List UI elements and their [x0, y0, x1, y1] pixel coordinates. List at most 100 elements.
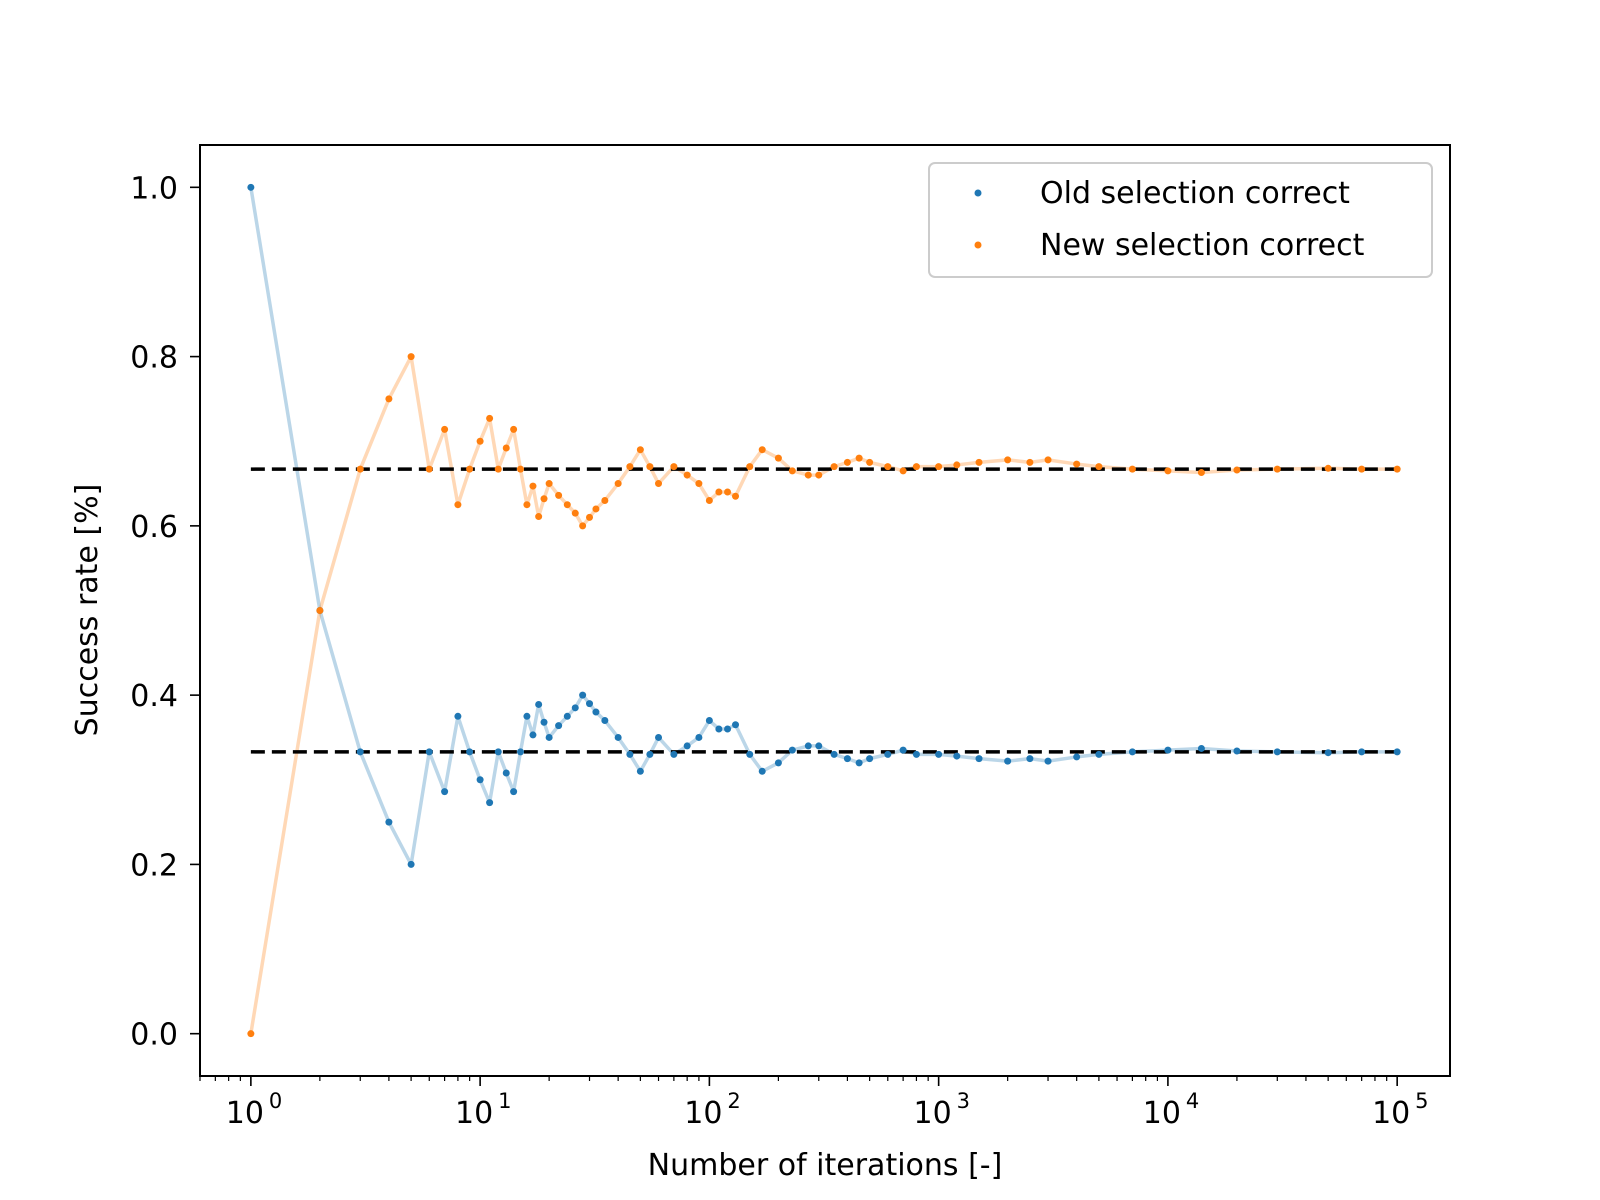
data-point — [788, 746, 796, 754]
data-point — [843, 458, 851, 466]
data-point — [732, 721, 740, 729]
data-point — [1044, 757, 1052, 765]
data-point — [466, 748, 474, 756]
data-point — [695, 733, 703, 741]
legend-marker-new — [974, 241, 982, 249]
x-tick-label: 10 — [914, 1096, 952, 1131]
data-point — [815, 471, 823, 479]
data-point — [866, 458, 874, 466]
data-point — [746, 463, 754, 471]
data-point — [1128, 465, 1136, 473]
data-point — [601, 717, 609, 725]
data-point — [724, 725, 732, 733]
data-point — [1164, 746, 1172, 754]
y-tick-label: 0.0 — [130, 1018, 178, 1053]
data-point — [788, 467, 796, 475]
data-point — [385, 818, 393, 826]
data-point — [1095, 750, 1103, 758]
series-lines — [249, 187, 1398, 1034]
y-tick-label: 1.0 — [130, 171, 178, 206]
data-point — [843, 755, 851, 763]
x-tick-label-exponent: 5 — [1415, 1089, 1428, 1113]
data-point — [953, 752, 961, 760]
data-point — [476, 776, 484, 784]
data-point — [571, 509, 579, 517]
data-point — [586, 513, 594, 521]
data-point — [626, 750, 634, 758]
data-point — [683, 471, 691, 479]
data-point — [494, 748, 502, 756]
data-point — [407, 353, 415, 361]
data-point — [804, 742, 812, 750]
data-point — [758, 446, 766, 454]
x-tick-label-exponent: 2 — [727, 1089, 740, 1113]
data-point — [646, 463, 654, 471]
data-point — [912, 463, 920, 471]
series-line-0 — [249, 187, 1398, 867]
data-point — [476, 437, 484, 445]
data-point — [655, 733, 663, 741]
data-point — [1358, 465, 1366, 473]
data-point — [316, 607, 324, 614]
legend-marker-old — [974, 189, 982, 197]
data-point — [1044, 456, 1052, 464]
y-tick-label: 0.2 — [130, 848, 178, 883]
data-point — [523, 501, 531, 509]
data-point — [975, 755, 983, 763]
legend-box — [928, 162, 1433, 278]
data-point — [454, 712, 462, 720]
data-point — [1026, 755, 1034, 763]
data-point — [899, 467, 907, 475]
data-point — [529, 731, 537, 739]
data-point — [510, 425, 518, 433]
legend-label-old: Old selection correct — [1040, 176, 1350, 211]
y-axis-title: Success rate [%] — [70, 484, 105, 737]
legend-label-new: New selection correct — [1040, 228, 1365, 263]
data-point — [695, 480, 703, 488]
data-point — [1358, 748, 1366, 756]
data-point — [1273, 465, 1281, 473]
data-point — [356, 748, 364, 756]
data-point — [571, 704, 579, 712]
data-point — [935, 463, 943, 471]
data-point — [454, 501, 462, 509]
data-point — [441, 788, 449, 796]
data-point — [683, 742, 691, 750]
y-tick-label: 0.8 — [130, 341, 178, 376]
data-point — [884, 463, 892, 471]
data-point — [535, 700, 543, 708]
reference-lines — [250, 467, 1398, 754]
data-point — [1233, 747, 1241, 755]
x-axis: 10 0 10 1 10 2 10 3 10 4 10 5 — [199, 1076, 1429, 1131]
x-tick-label: 10 — [226, 1096, 264, 1131]
data-point — [1128, 748, 1136, 756]
data-point — [732, 492, 740, 500]
data-point — [614, 480, 622, 488]
data-point — [601, 496, 609, 504]
data-point — [804, 471, 812, 479]
data-point — [540, 718, 548, 726]
data-point — [579, 691, 587, 699]
data-point — [385, 395, 393, 403]
data-point — [815, 742, 823, 750]
data-point — [356, 465, 364, 473]
data-point — [1197, 469, 1205, 477]
data-point — [614, 733, 622, 741]
data-point — [1095, 463, 1103, 471]
data-point — [655, 480, 663, 488]
x-tick-label: 10 — [1143, 1096, 1181, 1131]
data-point — [636, 767, 644, 775]
data-point — [555, 722, 563, 730]
data-point — [746, 750, 754, 758]
data-point — [1393, 465, 1401, 473]
x-tick-label-exponent: 4 — [1186, 1089, 1199, 1113]
data-point — [670, 463, 678, 471]
data-point — [502, 769, 510, 777]
data-point — [545, 733, 553, 741]
data-point — [486, 799, 494, 807]
data-point — [516, 748, 524, 756]
plot-frame — [199, 144, 1451, 1077]
data-point — [715, 488, 723, 496]
data-point — [247, 1030, 255, 1038]
